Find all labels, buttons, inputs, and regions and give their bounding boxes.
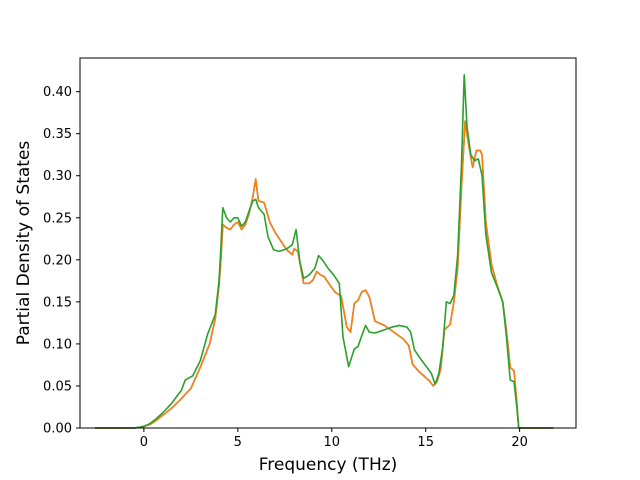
y-tick-label: 0.40 bbox=[43, 85, 72, 100]
y-tick-label: 0.30 bbox=[43, 169, 72, 184]
x-axis-ticks: 0 5 10 15 20 bbox=[140, 428, 528, 450]
x-tick-label: 20 bbox=[511, 435, 528, 450]
y-tick-label: 0.05 bbox=[43, 379, 72, 394]
y-tick-label: 0.25 bbox=[43, 211, 72, 226]
x-tick-label: 10 bbox=[323, 435, 340, 450]
plot-frame bbox=[79, 57, 577, 429]
y-tick-label: 0.00 bbox=[43, 422, 72, 437]
y-tick-label: 0.35 bbox=[43, 127, 72, 142]
y-tick-label: 0.15 bbox=[43, 295, 72, 310]
x-tick-label: 0 bbox=[140, 435, 148, 450]
series-layer bbox=[95, 74, 554, 429]
y-tick-label: 0.10 bbox=[43, 337, 72, 352]
y-axis-ticks: 0.00 0.05 0.10 0.15 0.20 0.25 0.30 0.35 0.40 bbox=[43, 85, 80, 437]
x-tick-label: 15 bbox=[417, 435, 434, 450]
x-tick-label: 5 bbox=[234, 435, 242, 450]
x-axis-label: Frequency (THz) bbox=[259, 455, 398, 475]
y-axis-label: Partial Density of States bbox=[14, 141, 34, 346]
y-tick-label: 0.20 bbox=[43, 253, 72, 268]
series-line-3 bbox=[95, 74, 554, 429]
